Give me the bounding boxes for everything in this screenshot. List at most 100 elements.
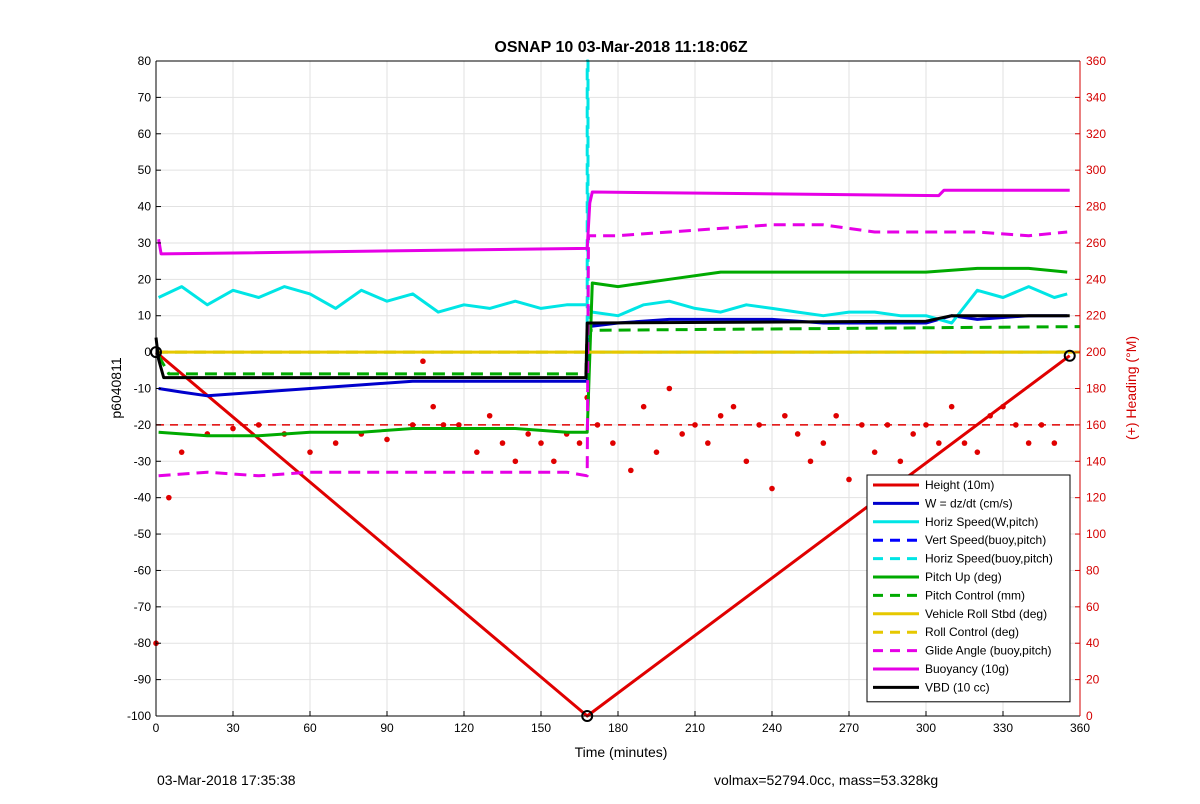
heading-point [807,458,814,465]
y-axis-right-label: (+) Heading (°M) [1123,336,1139,440]
heading-point [440,422,447,428]
series-line [157,285,1068,325]
series-line [157,188,1070,256]
heading-point [456,422,462,428]
legend-entry: Pitch Up (deg) [925,570,1002,584]
heading-point [961,440,968,446]
heading-point [538,440,544,446]
heading-point [756,422,762,428]
x-tick-label: 0 [153,721,160,735]
y-tick-label: -60 [134,563,152,577]
y-right-tick-label: 200 [1086,345,1106,359]
legend-entry: Height (10m) [925,478,994,492]
y-tick-label: -30 [134,454,152,468]
heading-point [936,440,942,446]
heading-point [409,422,416,428]
heading-point [666,385,673,392]
y-tick-label: 0 [144,345,151,359]
legend-entry: Vert Speed(buoy,pitch) [925,533,1046,547]
y-tick-label: 40 [138,200,152,214]
y-right-tick-label: 180 [1086,382,1106,396]
legend-entry: Horiz Speed(W,pitch) [925,515,1038,529]
y-right-tick-label: 160 [1086,418,1106,432]
x-tick-label: 120 [454,721,474,735]
heading-point [782,412,788,419]
footer-timestamp: 03-Mar-2018 17:35:38 [157,772,296,788]
heading-point [897,458,904,465]
heading-point [525,431,531,437]
heading-point [769,485,775,492]
y-right-tick-label: 20 [1086,673,1100,687]
y-tick-label: -90 [134,673,152,687]
heading-point [1025,440,1032,446]
heading-point [884,422,891,428]
x-tick-label: 270 [839,721,859,735]
legend-entry: Vehicle Roll Stbd (deg) [925,607,1047,621]
y-tick-label: 80 [138,54,152,68]
y-right-tick-label: 60 [1086,600,1100,614]
y-tick-label: 70 [138,90,152,104]
x-tick-label: 90 [380,721,394,735]
heading-point [923,422,929,428]
heading-point [846,476,852,483]
x-tick-label: 300 [916,721,936,735]
heading-point [794,431,801,437]
legend-entry: Buoyancy (10g) [925,662,1009,676]
y-right-tick-label: 0 [1086,709,1093,723]
legend: Height (10m) W = dz/dt (cm/s) Horiz Speed(… [866,474,1071,703]
heading-point [730,403,737,410]
heading-point [679,431,685,437]
heading-point [332,440,339,446]
heading-point [576,440,583,446]
legend-entry: Pitch Control (mm) [925,588,1025,602]
y-tick-label: -10 [134,382,152,396]
y-right-tick-label: 40 [1086,636,1100,650]
axes: 0 30 60 90 120 150 180 210 240 270 300 330 360807060… [127,54,1106,735]
heading-point [420,358,426,365]
heading-point [859,422,865,428]
heading-point [871,449,878,455]
y-tick-label: -70 [134,600,152,614]
y-tick-label: -100 [127,709,151,723]
chart-title: OSNAP 10 03-Mar-2018 11:18:06Z [494,39,747,56]
heading-point [640,403,647,410]
y-right-tick-label: 360 [1086,54,1106,68]
legend-entry: W = dz/dt (cm/s) [925,496,1013,510]
x-tick-label: 240 [762,721,782,735]
legend-box [866,474,1071,703]
y-tick-label: -20 [134,418,152,432]
y-right-tick-label: 100 [1086,527,1106,541]
y-right-tick-label: 280 [1086,200,1106,214]
x-axis-label: Time (minutes) [575,744,668,760]
heading-point [486,412,493,419]
height-marker [1063,349,1076,362]
y-right-tick-label: 320 [1086,127,1106,141]
heading-point [705,440,711,446]
footer-volmax-mass: volmax=52794.0cc, mass=53.328kg [714,772,939,788]
heading-point [743,458,750,465]
heading-point [948,403,955,410]
heading-point [1051,440,1058,446]
y-tick-label: 20 [138,272,152,286]
y-axis-label: p6040811 [108,357,124,418]
heading-point [230,425,236,432]
y-right-tick-label: 340 [1086,90,1106,104]
heading-point [178,449,185,455]
y-right-tick-label: 140 [1086,454,1106,468]
y-right-tick-label: 120 [1086,491,1106,505]
y-tick-label: 30 [138,236,152,250]
y-right-tick-label: 240 [1086,272,1106,286]
heading-point [594,422,601,428]
heading-point [551,458,557,465]
heading-point [833,412,839,419]
y-tick-label: 50 [138,163,152,177]
legend-entry: Glide Angle (buoy,pitch) [925,644,1052,658]
heading-point [974,449,981,455]
series-line [158,223,1068,478]
heading-point [474,449,480,455]
x-tick-label: 210 [685,721,705,735]
x-tick-label: 330 [993,721,1013,735]
y-tick-label: -50 [134,527,152,541]
y-tick-label: 60 [138,127,152,141]
x-tick-label: 30 [226,721,240,735]
